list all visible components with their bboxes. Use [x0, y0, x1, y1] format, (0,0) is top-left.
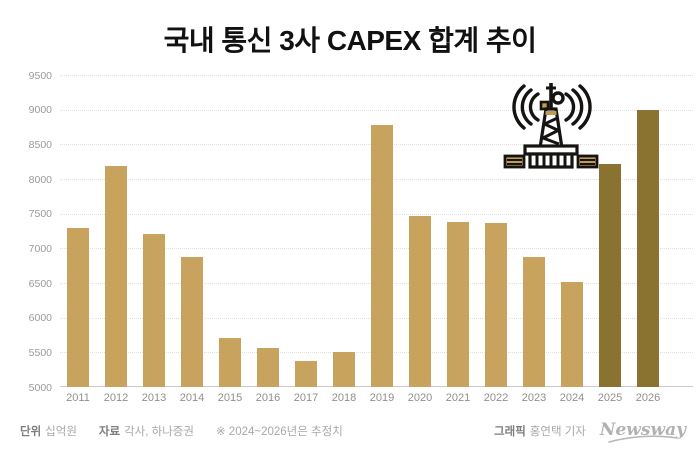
- telecom-tower-icon: [503, 83, 599, 169]
- y-axis-label: 6000: [28, 312, 52, 325]
- bar-2011: [67, 227, 89, 387]
- bar-2021: [447, 222, 469, 387]
- y-axis-label: 7000: [28, 242, 52, 255]
- y-axis-label: 8000: [28, 173, 52, 186]
- gridline: [60, 75, 693, 76]
- newsway-logo-text: Newsway: [599, 420, 686, 440]
- x-axis-label: 2022: [483, 392, 509, 404]
- credit-value: 홍연택 기자: [529, 426, 586, 438]
- y-axis-label: 9500: [28, 69, 52, 82]
- bar-2023: [523, 257, 545, 387]
- newsway-logo: Newsway: [599, 420, 686, 443]
- x-axis-label: 2017: [293, 392, 319, 404]
- x-axis-label: 2011: [66, 392, 90, 404]
- x-axis-label: 2014: [179, 392, 205, 404]
- bar-2016: [257, 347, 279, 387]
- y-axis-label: 7500: [28, 208, 52, 221]
- x-axis-label: 2016: [255, 392, 281, 404]
- unit-note: 단위 십억원: [20, 423, 77, 439]
- x-axis-label: 2024: [559, 392, 585, 404]
- x-axis-label: 2020: [407, 392, 433, 404]
- credit-label: 그래픽: [494, 426, 526, 438]
- y-axis-label: 9000: [28, 104, 52, 117]
- source-note: 자료 각사, 하나증권: [99, 423, 194, 439]
- newsway-logo-swash: [608, 435, 678, 443]
- x-axis-label: 2023: [521, 392, 547, 404]
- bar-2012: [105, 165, 127, 387]
- x-axis-label: 2026: [635, 392, 661, 404]
- x-axis: 2011 2012 2013 2014 2015 2016 2017 2018 2019 2020…: [60, 392, 693, 408]
- bar-2019: [371, 124, 393, 387]
- estimate-note: ※ 2024~2026년은 추정치: [215, 426, 343, 438]
- x-axis-label: 2025: [597, 392, 623, 404]
- y-axis-label: 5000: [28, 381, 52, 394]
- credit: 그래픽 홍연택 기자 Newsway: [494, 420, 686, 443]
- x-axis-label: 2015: [217, 392, 243, 404]
- gridline: [60, 109, 693, 111]
- bar-2017: [295, 361, 317, 387]
- x-axis-label: 2021: [445, 392, 471, 404]
- y-axis-label: 5500: [28, 346, 52, 359]
- bar-2015: [219, 337, 241, 387]
- unit-value: 십억원: [45, 426, 77, 438]
- footer: 단위 십억원 자료 각사, 하나증권 ※ 2024~2026년은 추정치 그래픽 홍…: [20, 420, 686, 443]
- source-value: 각사, 하나증권: [124, 426, 194, 438]
- plot-area: [60, 75, 693, 387]
- chart-title: 국내 통신 3사 CAPEX 합계 추이: [163, 25, 537, 56]
- bar-2013: [143, 233, 165, 387]
- bar-2014: [181, 257, 203, 387]
- bar-2020: [409, 215, 431, 387]
- bar-2024: [561, 282, 583, 387]
- bar-2025: [599, 163, 621, 387]
- x-axis-label: 2012: [103, 392, 129, 404]
- source-label: 자료: [98, 426, 121, 438]
- unit-label: 단위: [20, 426, 42, 438]
- bar-2026: [637, 109, 659, 387]
- y-axis-label: 6500: [28, 277, 52, 290]
- bar-2018: [333, 352, 355, 387]
- x-axis-label: 2019: [369, 392, 395, 404]
- x-axis-label: 2013: [141, 392, 167, 404]
- x-axis-label: 2018: [331, 392, 357, 404]
- y-axis-label: 8500: [28, 138, 52, 151]
- bar-2022: [485, 223, 507, 387]
- y-axis: 9500 9000 8500 8000 7500 7000 6500 6000 5500 5000: [0, 70, 52, 394]
